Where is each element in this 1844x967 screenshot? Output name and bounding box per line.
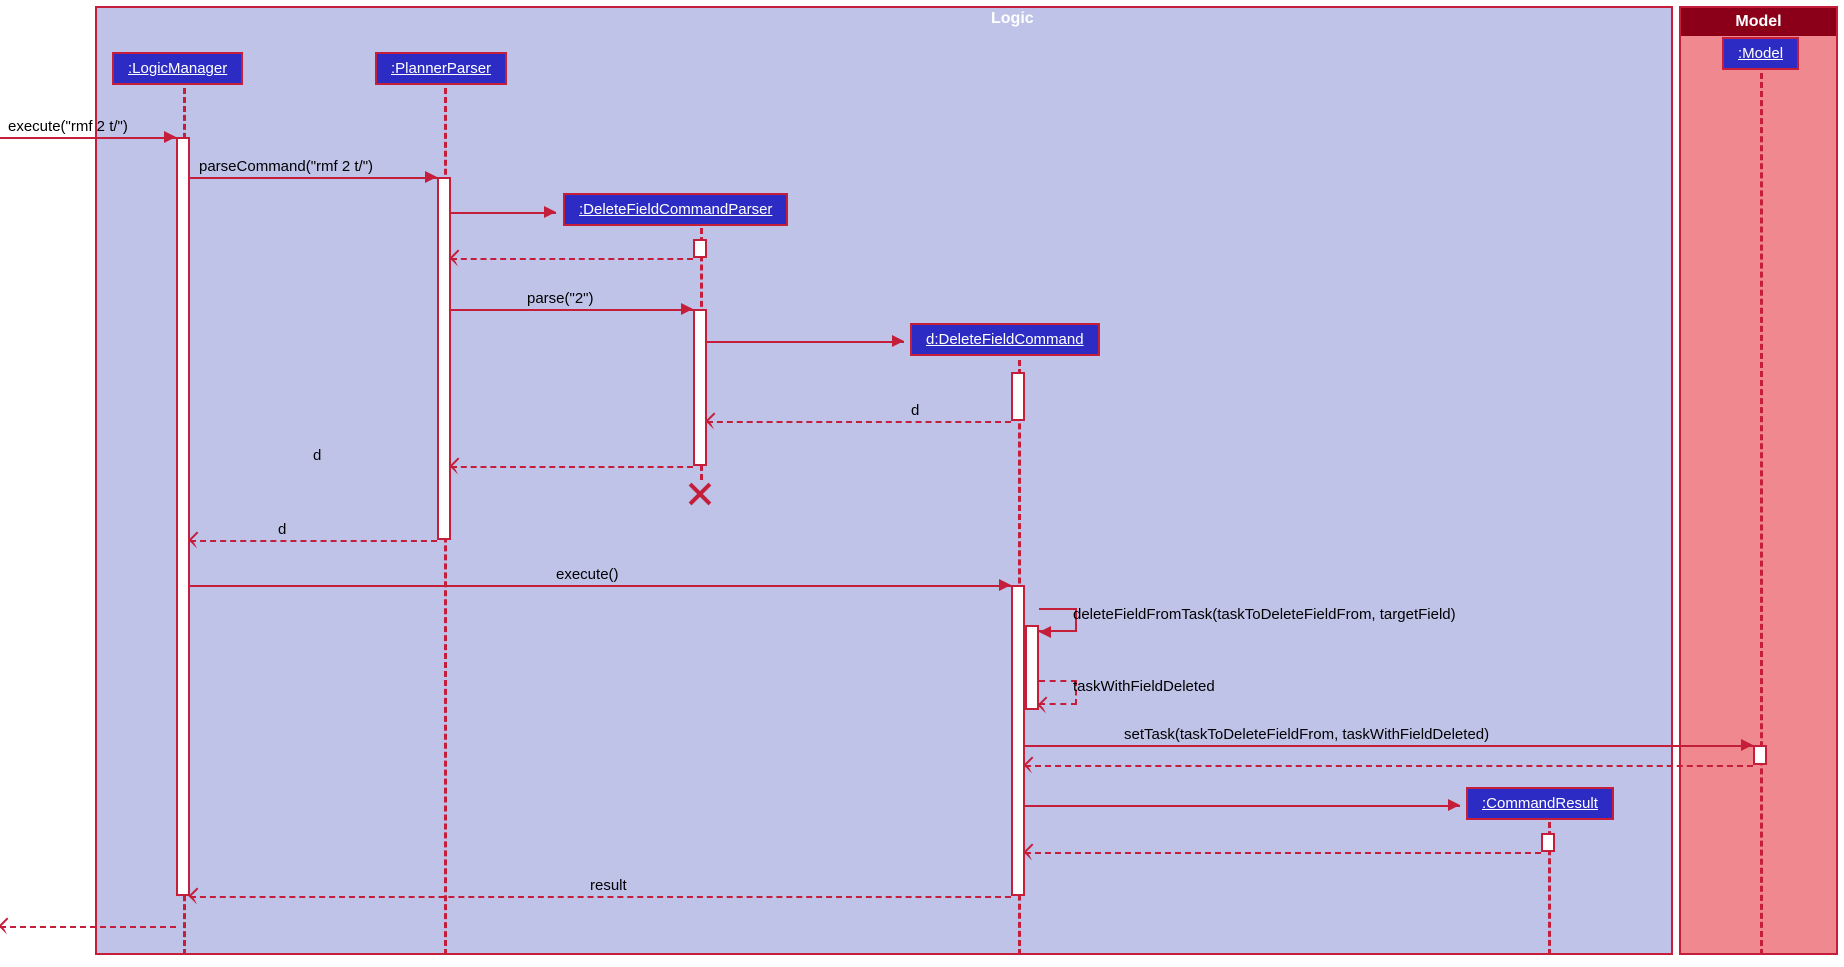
message-label: setTask(taskToDeleteFieldFrom, taskWithF… [1124, 726, 1489, 743]
message-label: execute() [556, 566, 619, 583]
model-frame-title-bar: Model [1681, 8, 1836, 36]
arrow-right-icon [1741, 739, 1753, 751]
message-line [707, 421, 1011, 423]
message-line [451, 258, 693, 260]
message-line [1025, 805, 1460, 807]
arrow-right-icon [425, 171, 437, 183]
arrow-left-icon [0, 918, 15, 935]
arrow-right-icon [1448, 799, 1460, 811]
message-line [451, 309, 693, 311]
plannerparser-participant: :PlannerParser [375, 52, 507, 85]
model-lifeline [1760, 73, 1763, 955]
deletefieldcommand-participant: d:DeleteFieldCommand [910, 323, 1100, 356]
message-label: parseCommand("rmf 2 t/") [199, 158, 373, 175]
message-line [190, 585, 1011, 587]
arrow-right-icon [544, 206, 556, 218]
message-line [451, 212, 556, 214]
model-frame-title: Model [1735, 13, 1781, 30]
message-label: deleteFieldFromTask(taskToDeleteFieldFro… [1073, 606, 1456, 623]
message-line [190, 177, 437, 179]
message-line [451, 466, 693, 468]
message-line [0, 137, 176, 139]
message-label: execute("rmf 2 t/") [8, 118, 128, 135]
logic-frame-title: Logic [991, 10, 1034, 28]
logic-frame: Logic [95, 6, 1673, 955]
message-label: d [278, 521, 286, 538]
message-label: d [911, 402, 919, 419]
message-line [1025, 765, 1753, 767]
activation-bar [1753, 745, 1767, 765]
model-frame: Model [1679, 6, 1838, 955]
arrow-right-icon [892, 335, 904, 347]
activation-bar [437, 177, 451, 540]
message-line [1025, 852, 1541, 854]
activation-bar [693, 309, 707, 466]
activation-bar [1011, 372, 1025, 421]
destroy-x-icon [686, 478, 714, 506]
message-line [190, 896, 1011, 898]
commandresult-participant: :CommandResult [1466, 787, 1614, 820]
message-line [0, 926, 176, 928]
model-participant: :Model [1722, 37, 1799, 70]
message-label: taskWithFieldDeleted [1073, 678, 1215, 695]
message-label: parse("2") [527, 290, 594, 307]
activation-bar [1025, 625, 1039, 710]
message-label: result [590, 877, 627, 894]
arrow-right-icon [164, 131, 176, 143]
message-label: d [313, 447, 321, 464]
message-line [190, 540, 437, 542]
message-line [707, 341, 904, 343]
activation-bar [176, 137, 190, 896]
arrow-right-icon [999, 579, 1011, 591]
activation-bar [1011, 585, 1025, 896]
deletefieldcommandparser-participant: :DeleteFieldCommandParser [563, 193, 788, 226]
logicmanager-participant: :LogicManager [112, 52, 243, 85]
activation-bar [1541, 833, 1555, 852]
arrow-left-icon [1039, 626, 1051, 638]
activation-bar [693, 239, 707, 258]
message-line [1025, 745, 1753, 747]
arrow-right-icon [681, 303, 693, 315]
